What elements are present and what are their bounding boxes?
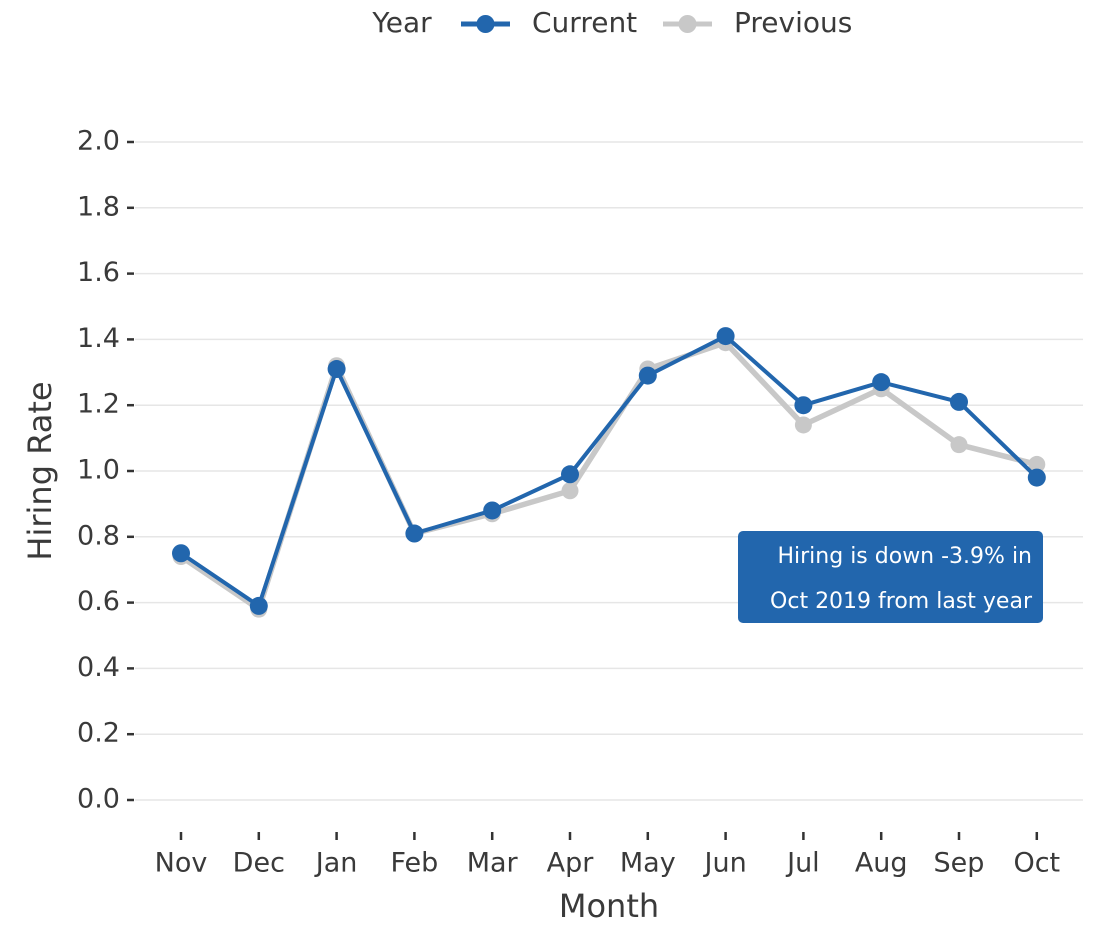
y-axis-title: Hiring Rate: [21, 381, 59, 560]
x-tick-label: Aug: [855, 848, 908, 879]
x-tick-label: May: [620, 848, 676, 879]
y-tick-label: 0.6: [77, 586, 120, 617]
series-point: [638, 366, 657, 385]
series-point: [405, 524, 424, 543]
series-point: [1027, 468, 1046, 487]
x-tick-label: Apr: [547, 848, 595, 879]
x-tick-label: Jun: [703, 848, 747, 879]
y-tick-label: 2.0: [77, 126, 120, 157]
x-tick-label: Jan: [314, 848, 358, 879]
legend-label: Previous: [734, 6, 852, 39]
legend-swatch-point: [476, 15, 495, 33]
series-point: [794, 416, 812, 434]
series-point: [172, 544, 190, 563]
y-tick-label: 1.6: [77, 257, 120, 288]
legend-label: Current: [532, 6, 637, 39]
x-tick-label: Nov: [155, 848, 208, 879]
annotation-text: Oct 2019 from last year: [770, 589, 1033, 614]
annotation-box: [738, 531, 1043, 623]
y-tick-label: 0.2: [77, 718, 120, 749]
y-tick-label: 1.8: [77, 191, 120, 222]
y-tick-label: 1.4: [77, 323, 120, 354]
x-tick-label: Oct: [1013, 848, 1060, 879]
series-point: [327, 360, 346, 379]
y-tick-label: 1.2: [77, 389, 120, 420]
series-point: [561, 482, 579, 500]
series-point: [1028, 455, 1046, 473]
legend-title: Year: [371, 6, 432, 39]
x-tick-label: Dec: [233, 848, 285, 879]
series-point: [561, 465, 579, 484]
series-point: [794, 396, 813, 415]
legend-swatch-point: [678, 15, 697, 33]
y-tick-label: 0.0: [77, 784, 120, 815]
x-tick-label: Mar: [467, 848, 519, 879]
series-point: [483, 501, 502, 520]
y-tick-label: 1.0: [77, 455, 120, 486]
x-tick-label: Jul: [785, 848, 820, 879]
x-tick-label: Sep: [934, 848, 985, 879]
series-line: [179, 334, 1039, 608]
annotation-text: Hiring is down -3.9% in: [777, 544, 1032, 569]
x-axis-title: Month: [559, 887, 659, 925]
y-tick-label: 0.8: [77, 520, 120, 551]
series-point: [716, 327, 735, 346]
series-point: [249, 596, 268, 615]
y-tick-label: 0.4: [77, 652, 120, 683]
x-tick-label: Feb: [390, 848, 438, 879]
series-point: [950, 392, 968, 411]
series-point: [950, 436, 968, 454]
series-point: [872, 373, 891, 392]
